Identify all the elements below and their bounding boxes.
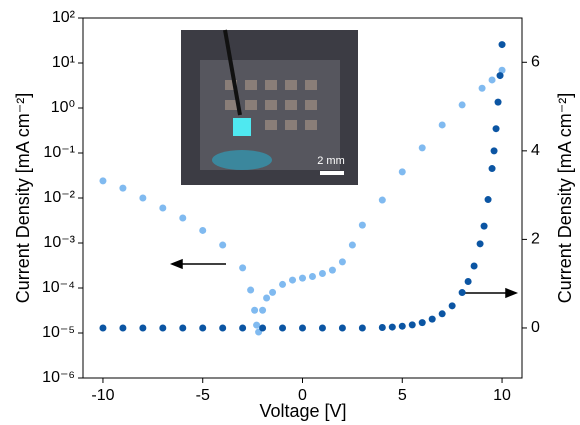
y-axis-label: Current Density [mA cm⁻²]	[13, 93, 33, 304]
data-point	[438, 121, 446, 129]
data-point	[408, 321, 416, 329]
y-tick-label: 10⁻⁴	[42, 279, 75, 296]
data-point	[496, 72, 504, 80]
x-tick-label: -5	[196, 387, 210, 404]
data-point	[378, 196, 386, 204]
data-point	[247, 286, 255, 294]
data-point	[490, 147, 498, 155]
y-tick-label: 10⁻¹	[43, 144, 75, 161]
x-tick-label: 0	[298, 387, 307, 404]
data-point	[279, 324, 287, 332]
x-tick-label: -10	[91, 387, 114, 404]
data-point	[199, 324, 207, 332]
data-point	[199, 226, 207, 234]
data-point	[308, 273, 316, 281]
data-point	[279, 280, 287, 288]
y2-tick-label: 6	[531, 53, 540, 70]
y2-tick-label: 4	[531, 142, 540, 159]
data-point	[484, 196, 492, 204]
data-point	[179, 324, 187, 332]
data-point	[318, 270, 326, 278]
data-point	[259, 324, 267, 332]
y-tick-label: 10¹	[52, 54, 75, 71]
y-tick-label: 10⁻²	[43, 189, 75, 206]
data-point	[328, 266, 336, 274]
data-point	[299, 274, 306, 282]
data-point	[159, 204, 167, 212]
y2-tick-label: 2	[531, 231, 540, 248]
scale-label: 2 mm	[317, 155, 345, 167]
data-point	[239, 264, 247, 272]
data-point	[488, 76, 496, 84]
data-point	[269, 288, 277, 296]
data-point	[289, 276, 297, 284]
data-point	[318, 324, 326, 332]
data-point	[251, 306, 259, 314]
data-point	[478, 84, 486, 92]
data-point	[398, 168, 406, 176]
data-point	[338, 324, 346, 332]
x-tick-label: 10	[493, 387, 511, 404]
data-point	[494, 98, 502, 106]
data-point	[418, 144, 426, 152]
y-tick-label: 10⁰	[51, 99, 75, 116]
y-tick-label: 10⁻⁵	[42, 324, 75, 341]
data-point	[299, 324, 306, 332]
data-point	[139, 324, 147, 332]
inset-photo: 2 mm	[181, 29, 358, 185]
data-point	[388, 323, 396, 331]
arrows	[169, 258, 519, 299]
data-point	[378, 324, 386, 332]
x-tick-label: 5	[398, 387, 407, 404]
x-axis-label: Voltage [V]	[259, 401, 346, 421]
data-point	[458, 289, 466, 297]
data-point	[99, 177, 107, 185]
data-point	[119, 184, 127, 192]
data-point	[488, 165, 496, 173]
data-point	[448, 302, 456, 310]
data-point	[458, 101, 466, 109]
data-point	[498, 41, 506, 49]
data-point	[498, 66, 506, 74]
data-point	[119, 324, 127, 332]
data-point	[253, 321, 261, 329]
data-point	[219, 324, 227, 332]
data-point	[476, 240, 484, 248]
data-point	[492, 125, 500, 133]
data-point	[428, 315, 436, 323]
data-point	[263, 294, 271, 302]
y2-axis-label: Current Density [mA cm⁻²]	[555, 93, 575, 304]
data-point	[358, 324, 366, 332]
data-point	[239, 324, 247, 332]
data-point	[338, 258, 346, 266]
data-point	[348, 241, 356, 249]
data-point	[438, 310, 446, 318]
data-point	[470, 262, 478, 270]
y-tick-label: 10²	[52, 9, 76, 26]
data-point	[99, 324, 107, 332]
data-point	[464, 277, 472, 285]
y-tick-label: 10⁻³	[43, 234, 75, 251]
data-point	[179, 214, 187, 222]
y2-tick-label: 0	[531, 319, 540, 336]
data-point	[480, 222, 488, 230]
data-point	[418, 319, 426, 327]
data-point	[259, 306, 267, 314]
data-point	[139, 194, 147, 202]
y-tick-label: 10⁻⁶	[42, 369, 75, 386]
data-point	[219, 241, 227, 249]
data-point	[358, 221, 366, 229]
data-point	[398, 322, 406, 330]
data-point	[159, 324, 167, 332]
